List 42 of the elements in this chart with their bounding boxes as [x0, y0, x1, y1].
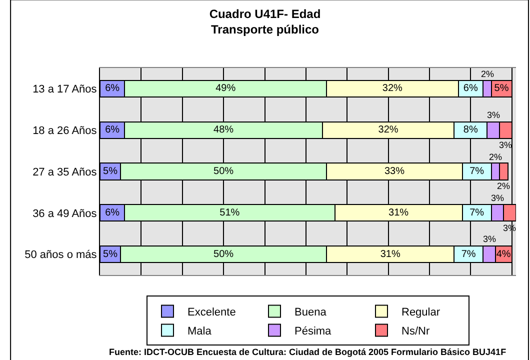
data-label: 7% — [470, 166, 484, 177]
data-label: 3% — [483, 234, 496, 244]
data-label: 8% — [463, 124, 478, 136]
data-label: 5% — [103, 166, 118, 177]
legend-label: Regular — [402, 306, 440, 318]
data-label: 32% — [382, 83, 402, 94]
legend-label: Pésima — [294, 325, 332, 338]
data-label: 5% — [103, 248, 118, 260]
data-label: 50% — [214, 248, 234, 260]
data-label: 6% — [463, 83, 478, 94]
data-label: 3% — [487, 110, 500, 120]
data-label: 48% — [214, 124, 234, 136]
data-label: 7% — [461, 248, 476, 260]
data-label: 5% — [494, 83, 509, 94]
data-label: 3% — [499, 140, 512, 150]
data-label: 2% — [497, 181, 510, 191]
y-tick-label: 18 a 26 Años — [32, 124, 98, 137]
y-tick-label: 50 años o más — [24, 249, 98, 262]
data-label: 2% — [481, 69, 494, 79]
data-label: 33% — [384, 166, 405, 177]
data-label: 50% — [214, 166, 234, 177]
chart-title: Cuadro U41F- Edad Transporte público — [209, 7, 321, 37]
data-label: 49% — [216, 83, 236, 94]
data-label: 4% — [496, 248, 511, 260]
y-tick-label: 27 a 35 Años — [32, 166, 98, 178]
y-tick-label: 13 a 17 Años — [32, 84, 98, 96]
data-label: 7% — [470, 207, 484, 218]
legend-label: Buena — [294, 306, 328, 318]
data-label: 31% — [388, 207, 409, 218]
data-label: 2% — [489, 152, 502, 162]
data-label: 51% — [220, 207, 240, 218]
data-label: 3% — [491, 193, 504, 203]
data-label: 6% — [105, 124, 120, 136]
y-tick-label: 36 a 49 Años — [32, 208, 98, 220]
data-label: 31% — [380, 248, 400, 260]
legend-label: Mala — [188, 325, 212, 338]
data-label: 32% — [378, 124, 398, 136]
legend-label: Ns/Nr — [402, 325, 430, 338]
data-label: 6% — [105, 207, 120, 218]
source-note: Fuente: IDCT-OCUB Encuesta de Cultura: Ciudad de Bogotá 2005 Formulario Básico BUJ41F — [109, 347, 507, 357]
data-label: 6% — [105, 83, 120, 94]
legend-label: Excelente — [188, 306, 236, 318]
